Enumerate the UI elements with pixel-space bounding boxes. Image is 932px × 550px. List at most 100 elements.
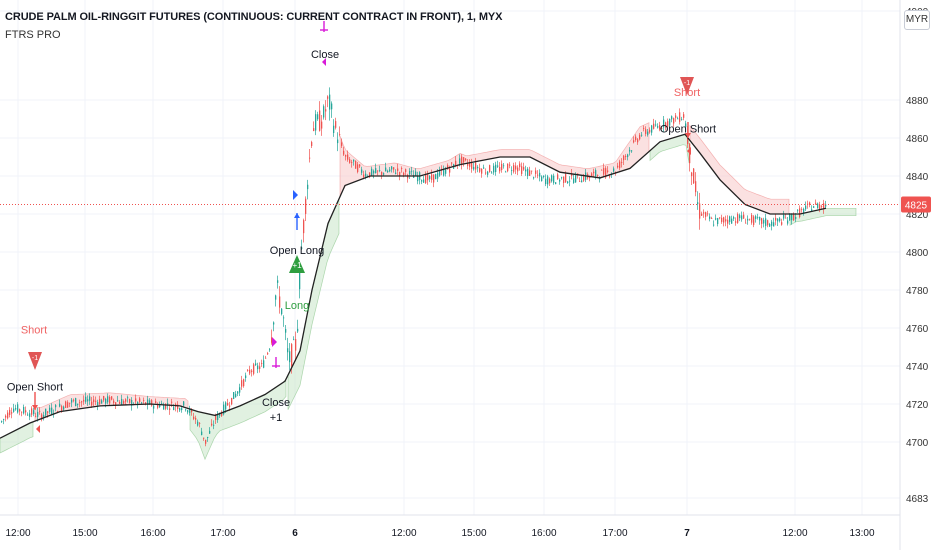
candle-body (641, 134, 643, 136)
y-tick-label: 4683 (906, 494, 929, 505)
candle-body (11, 412, 13, 414)
candle-body (127, 397, 129, 399)
candle-body (725, 219, 727, 222)
candle-body (29, 413, 31, 417)
candle-body (783, 214, 785, 219)
candle-body (381, 171, 383, 175)
candle-body (603, 168, 605, 175)
candle-body (109, 396, 111, 404)
y-tick-label: 4740 (906, 362, 929, 373)
candle-body (761, 218, 763, 224)
candle-body (817, 203, 819, 209)
candle-body (591, 173, 593, 177)
candle-body (305, 198, 307, 214)
candle-body (683, 114, 685, 118)
y-tick-label: 4780 (906, 286, 929, 297)
candle-body (363, 174, 365, 177)
x-tick-label: 7 (684, 528, 690, 539)
candle-body (13, 408, 15, 412)
candle-body (401, 168, 403, 170)
candle-body (521, 166, 523, 174)
candle-body (203, 437, 205, 439)
y-tick-label: 4860 (906, 134, 929, 145)
candle-body (437, 172, 439, 179)
candle-body (533, 177, 535, 179)
candle-body (395, 172, 397, 174)
indicator-name[interactable]: FTRS PRO (5, 29, 61, 41)
candle-body (7, 412, 9, 419)
candle-body (473, 166, 475, 170)
candle-body (745, 222, 747, 224)
signal-markers (28, 21, 694, 433)
candle-body (633, 140, 635, 143)
candle-body (147, 399, 149, 405)
candle-body (69, 402, 71, 404)
candle-body (199, 422, 201, 424)
candle-body (431, 174, 433, 180)
candle-body (137, 401, 139, 405)
x-tick-label: 12:00 (391, 528, 416, 539)
candle-body (759, 217, 761, 221)
candle-body (355, 160, 357, 169)
close-marker-flag (272, 337, 277, 347)
candle-body (139, 398, 141, 402)
candle-body (237, 391, 239, 394)
currency-selector[interactable]: MYR (904, 10, 930, 30)
candle-body (573, 178, 575, 183)
candle-body (375, 168, 377, 174)
candle-body (447, 165, 449, 170)
candle-body (411, 170, 413, 172)
candle-body (757, 217, 759, 219)
candle-body (25, 410, 27, 413)
candle-body (269, 349, 271, 351)
candle-body (787, 220, 789, 224)
signal-label: Close (311, 49, 339, 61)
signal-label: Open Short (660, 123, 716, 135)
candle-body (403, 172, 405, 176)
candle-body (207, 436, 209, 439)
candle-body (627, 154, 629, 158)
candle-body (789, 213, 791, 221)
candle-body (79, 402, 81, 404)
candle-body (503, 165, 505, 167)
candle-body (33, 410, 35, 415)
candle-body (359, 164, 361, 167)
candle-body (705, 212, 707, 217)
candle-body (261, 363, 263, 364)
candle-body (5, 415, 7, 418)
signal-labels: Open Short Short Close +1 Open Long Long Close… (7, 49, 716, 424)
candle-body (527, 168, 529, 176)
candle-body (623, 155, 625, 161)
candle-body (501, 163, 503, 170)
candle-body (279, 296, 281, 308)
candle-body (711, 218, 713, 219)
x-tick-label: 16:00 (531, 528, 556, 539)
candle-body (157, 404, 159, 408)
candle-body (755, 216, 757, 219)
candle-body (747, 218, 749, 221)
candle-body (391, 166, 393, 170)
candle-body (217, 413, 219, 420)
y-tick-label: 4840 (906, 172, 929, 183)
candle-body (753, 216, 755, 225)
candle-body (609, 175, 611, 177)
candle-body (475, 162, 477, 170)
candle-body (295, 339, 297, 351)
candle-body (657, 126, 659, 128)
x-tick-label: 12:00 (782, 528, 807, 539)
candle-body (781, 222, 783, 225)
candle-body (227, 403, 229, 406)
candle-body (273, 322, 275, 325)
candle-body (601, 169, 603, 171)
candle-body (183, 401, 185, 406)
candle-body (121, 398, 123, 405)
candle-body (449, 168, 451, 173)
candle-body (425, 174, 427, 183)
candle-body (95, 400, 97, 402)
candle-body (47, 411, 49, 413)
candle-body (493, 165, 495, 173)
candle-body (179, 408, 181, 411)
candle-body (17, 404, 19, 413)
candle-body (577, 173, 579, 175)
